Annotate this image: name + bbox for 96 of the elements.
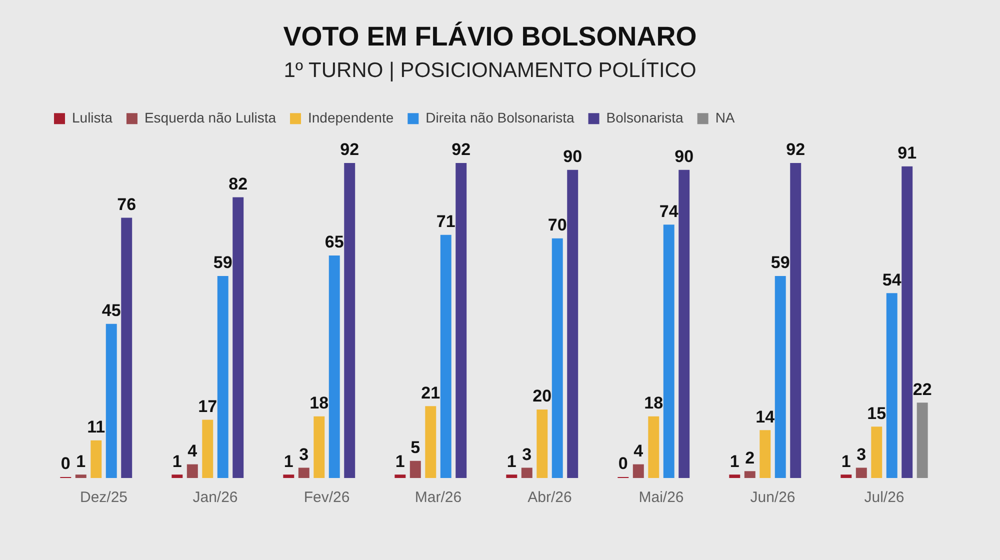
bar bbox=[328, 255, 340, 478]
x-tick-label: Jan/26 bbox=[192, 489, 238, 506]
bar bbox=[410, 460, 421, 478]
bar bbox=[902, 166, 913, 478]
data-label: 1 bbox=[841, 452, 851, 471]
data-label: 1 bbox=[730, 452, 740, 471]
legend-label: Bolsonarista bbox=[606, 109, 684, 126]
bar bbox=[760, 430, 771, 478]
bar bbox=[567, 170, 578, 478]
legend-label: Independente bbox=[308, 109, 394, 126]
data-label: 2 bbox=[745, 448, 755, 468]
data-label: 71 bbox=[436, 212, 456, 232]
data-label: 65 bbox=[324, 232, 344, 252]
x-tick-label: Abr/26 bbox=[528, 489, 572, 506]
data-label: 90 bbox=[674, 147, 694, 166]
data-label: 18 bbox=[644, 394, 664, 413]
bar bbox=[871, 426, 882, 478]
data-label: 22 bbox=[912, 380, 932, 399]
data-label: 92 bbox=[340, 140, 360, 160]
data-label: 3 bbox=[299, 444, 309, 464]
data-label: 0 bbox=[618, 454, 628, 474]
data-label: 3 bbox=[856, 444, 866, 464]
data-label: 59 bbox=[213, 253, 232, 272]
chart-subtitle: 1º TURNO | POSICIONAMENTO POLÍTICO bbox=[284, 58, 696, 82]
bar bbox=[729, 474, 740, 478]
data-label: 18 bbox=[310, 394, 329, 413]
bar bbox=[916, 402, 928, 478]
data-label: 70 bbox=[548, 216, 567, 235]
data-label: 92 bbox=[452, 140, 471, 160]
bar bbox=[506, 474, 518, 478]
bar bbox=[202, 420, 214, 478]
data-label: 1 bbox=[76, 452, 86, 471]
bar bbox=[344, 162, 356, 478]
data-label: 1 bbox=[395, 452, 405, 471]
bar bbox=[106, 324, 117, 478]
data-label: 82 bbox=[228, 174, 248, 194]
legend-label: Direita não Bolsonarista bbox=[426, 109, 574, 126]
bar bbox=[521, 468, 532, 478]
bar bbox=[186, 464, 198, 478]
bar bbox=[283, 474, 294, 478]
bar bbox=[552, 238, 563, 478]
data-label: 92 bbox=[786, 140, 806, 160]
bar bbox=[790, 162, 802, 478]
bar bbox=[840, 474, 852, 478]
bar bbox=[440, 234, 452, 478]
data-label: 14 bbox=[756, 407, 776, 426]
bar bbox=[678, 170, 690, 478]
data-label: 20 bbox=[532, 386, 552, 406]
data-label: 11 bbox=[87, 418, 106, 437]
bar bbox=[648, 416, 660, 478]
bar bbox=[217, 276, 228, 478]
bar bbox=[886, 293, 898, 478]
data-label: 15 bbox=[867, 404, 886, 423]
x-tick-label: Dez/25 bbox=[80, 489, 128, 506]
bar bbox=[425, 406, 436, 478]
data-label: 90 bbox=[563, 147, 582, 166]
data-label: 1 bbox=[506, 452, 516, 471]
bar bbox=[456, 162, 467, 478]
chart-title: VOTO EM FLÁVIO BOLSONARO bbox=[283, 22, 697, 52]
data-label: 4 bbox=[634, 441, 644, 460]
bar bbox=[314, 416, 325, 478]
data-label: 91 bbox=[898, 144, 917, 163]
data-label: 5 bbox=[410, 438, 420, 458]
bar bbox=[536, 410, 548, 478]
legend-label: NA bbox=[715, 109, 736, 126]
data-label: 76 bbox=[117, 194, 136, 214]
bar bbox=[663, 224, 674, 478]
x-tick-label: Jul/26 bbox=[864, 489, 904, 506]
bar bbox=[744, 471, 756, 478]
x-tick-label: Fev/26 bbox=[304, 489, 350, 506]
x-tick-label: Mai/26 bbox=[638, 489, 684, 506]
bar bbox=[90, 440, 102, 478]
bar bbox=[232, 197, 244, 478]
bar bbox=[774, 276, 786, 478]
x-tick-label: Jun/26 bbox=[750, 489, 796, 506]
legend-label: Lulista bbox=[72, 109, 113, 126]
bar bbox=[172, 474, 183, 478]
bar bbox=[121, 218, 132, 478]
x-tick-label: Mar/26 bbox=[414, 489, 462, 506]
data-label: 1 bbox=[172, 452, 182, 471]
bar bbox=[75, 474, 86, 478]
data-label: 45 bbox=[102, 301, 121, 320]
bar bbox=[298, 468, 310, 478]
data-label: 0 bbox=[60, 454, 70, 474]
data-label: 21 bbox=[421, 383, 440, 402]
data-label: 4 bbox=[188, 441, 198, 460]
data-label: 17 bbox=[198, 396, 218, 416]
legend-label: Esquerda não Lulista bbox=[144, 109, 276, 126]
data-label: 1 bbox=[284, 452, 294, 471]
bar bbox=[856, 468, 867, 478]
data-label: 59 bbox=[770, 253, 790, 272]
data-label: 54 bbox=[882, 270, 902, 290]
bar bbox=[632, 464, 644, 478]
data-label: 3 bbox=[522, 444, 532, 464]
bar bbox=[394, 474, 406, 478]
data-label: 74 bbox=[659, 202, 679, 221]
